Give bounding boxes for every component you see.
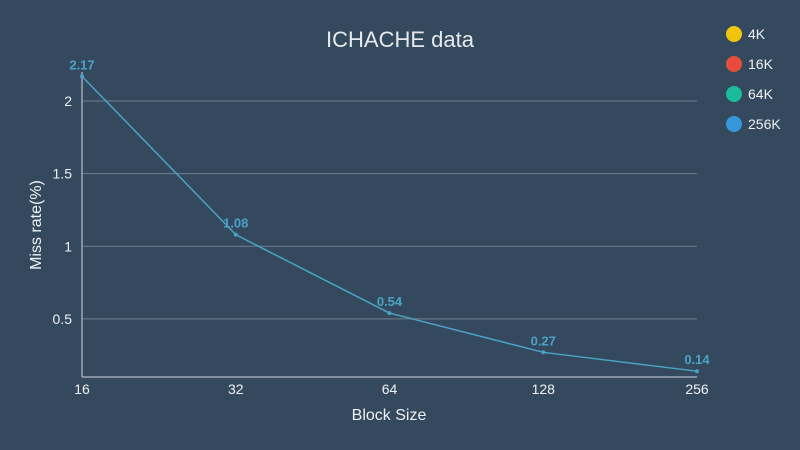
legend-swatch xyxy=(726,56,742,72)
legend-swatch xyxy=(726,116,742,132)
chart-title: ICHACHE data xyxy=(326,27,475,52)
data-label: 0.14 xyxy=(684,352,710,367)
data-label: 0.27 xyxy=(531,333,556,348)
legend-label: 64K xyxy=(748,86,774,102)
data-point xyxy=(695,369,699,374)
x-axis-label: Block Size xyxy=(352,407,427,424)
x-tick-label: 256 xyxy=(685,381,709,397)
legend-swatch xyxy=(726,26,742,42)
y-tick-label: 1.5 xyxy=(53,166,73,182)
data-point xyxy=(387,311,392,316)
legend: 4K 16K 64K 256K xyxy=(726,26,781,132)
legend-label: 256K xyxy=(748,116,781,132)
y-axis-label: Miss rate(%) xyxy=(28,180,45,270)
legend-swatch xyxy=(726,86,742,102)
y-tick-labels: 0.5 1 1.5 2 xyxy=(53,93,73,327)
x-tick-label: 128 xyxy=(532,381,556,397)
data-point xyxy=(80,74,84,79)
x-tick-label: 32 xyxy=(228,381,244,397)
x-tick-labels: 16 32 64 128 256 xyxy=(74,381,709,397)
y-tick-label: 0.5 xyxy=(53,311,73,327)
legend-label: 16K xyxy=(748,56,774,72)
data-labels: 2.17 1.08 0.54 0.27 0.14 xyxy=(69,57,710,367)
grid-lines xyxy=(82,100,697,320)
data-label: 0.54 xyxy=(377,294,403,309)
series-layer xyxy=(80,74,699,374)
data-label: 2.17 xyxy=(69,57,94,72)
x-tick-label: 64 xyxy=(382,381,398,397)
series-line xyxy=(81,75,698,372)
y-tick-label: 1 xyxy=(64,238,72,254)
legend-label: 4K xyxy=(748,26,766,42)
data-label: 1.08 xyxy=(223,216,248,231)
y-tick-label: 2 xyxy=(64,93,72,109)
data-point xyxy=(233,232,238,237)
data-point xyxy=(541,350,546,355)
x-tick-label: 16 xyxy=(74,381,90,397)
